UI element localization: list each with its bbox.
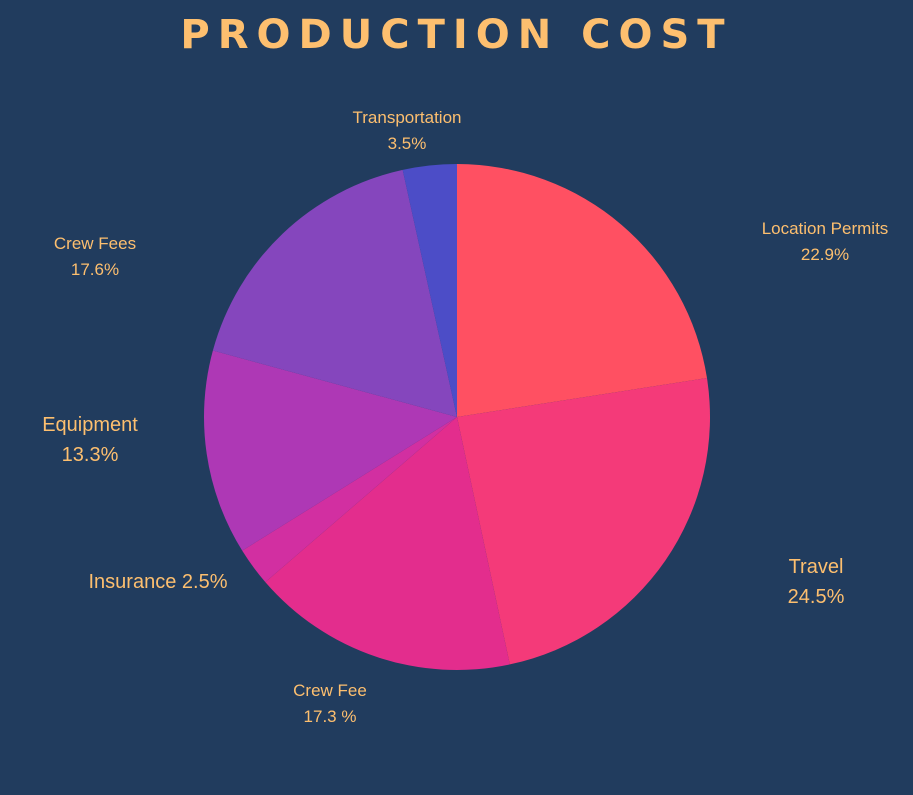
label-travel-value: 24.5% [787,586,845,608]
label-location-permits-name: Location Permits [761,219,889,238]
label-crew-fees-value: 17.6% [70,259,120,279]
label-location-permits-value: 22.9% [800,244,850,264]
pie-slice-equipment [203,350,457,551]
pie-slice-location-permits [457,164,707,417]
label-crew-fee: Crew Fee 17.3 % [270,678,390,729]
label-travel-name: Travel [788,556,844,578]
pie-slice-insurance [242,417,457,583]
pie-slice-travel [457,378,710,665]
label-transportation-name: Transportation [352,108,462,127]
label-travel: Travel 24.5% [756,552,876,612]
chart-title: PRODUCTION COST [180,12,733,58]
label-insurance-value: 2.5% [181,571,228,593]
label-location-permits: Location Permits 22.9% [750,216,900,267]
label-transportation-value: 3.5% [387,133,427,153]
label-insurance-name: Insurance [88,571,177,593]
label-crew-fees-name: Crew Fees [53,234,137,253]
label-crew-fees: Crew Fees 17.6% [40,231,150,282]
label-transportation: Transportation 3.5% [337,105,477,156]
pie-slice-crew-fees [212,169,457,417]
label-equipment-value: 13.3% [61,444,119,466]
label-crew-fee-value: 17.3 % [303,706,357,726]
pie-slice-crew-fee [265,417,510,671]
label-crew-fee-name: Crew Fee [293,681,367,700]
label-equipment: Equipment 13.3% [30,410,150,470]
label-insurance: Insurance 2.5% [72,567,244,597]
label-equipment-name: Equipment [42,414,138,436]
pie-slice-transportation [402,163,457,417]
